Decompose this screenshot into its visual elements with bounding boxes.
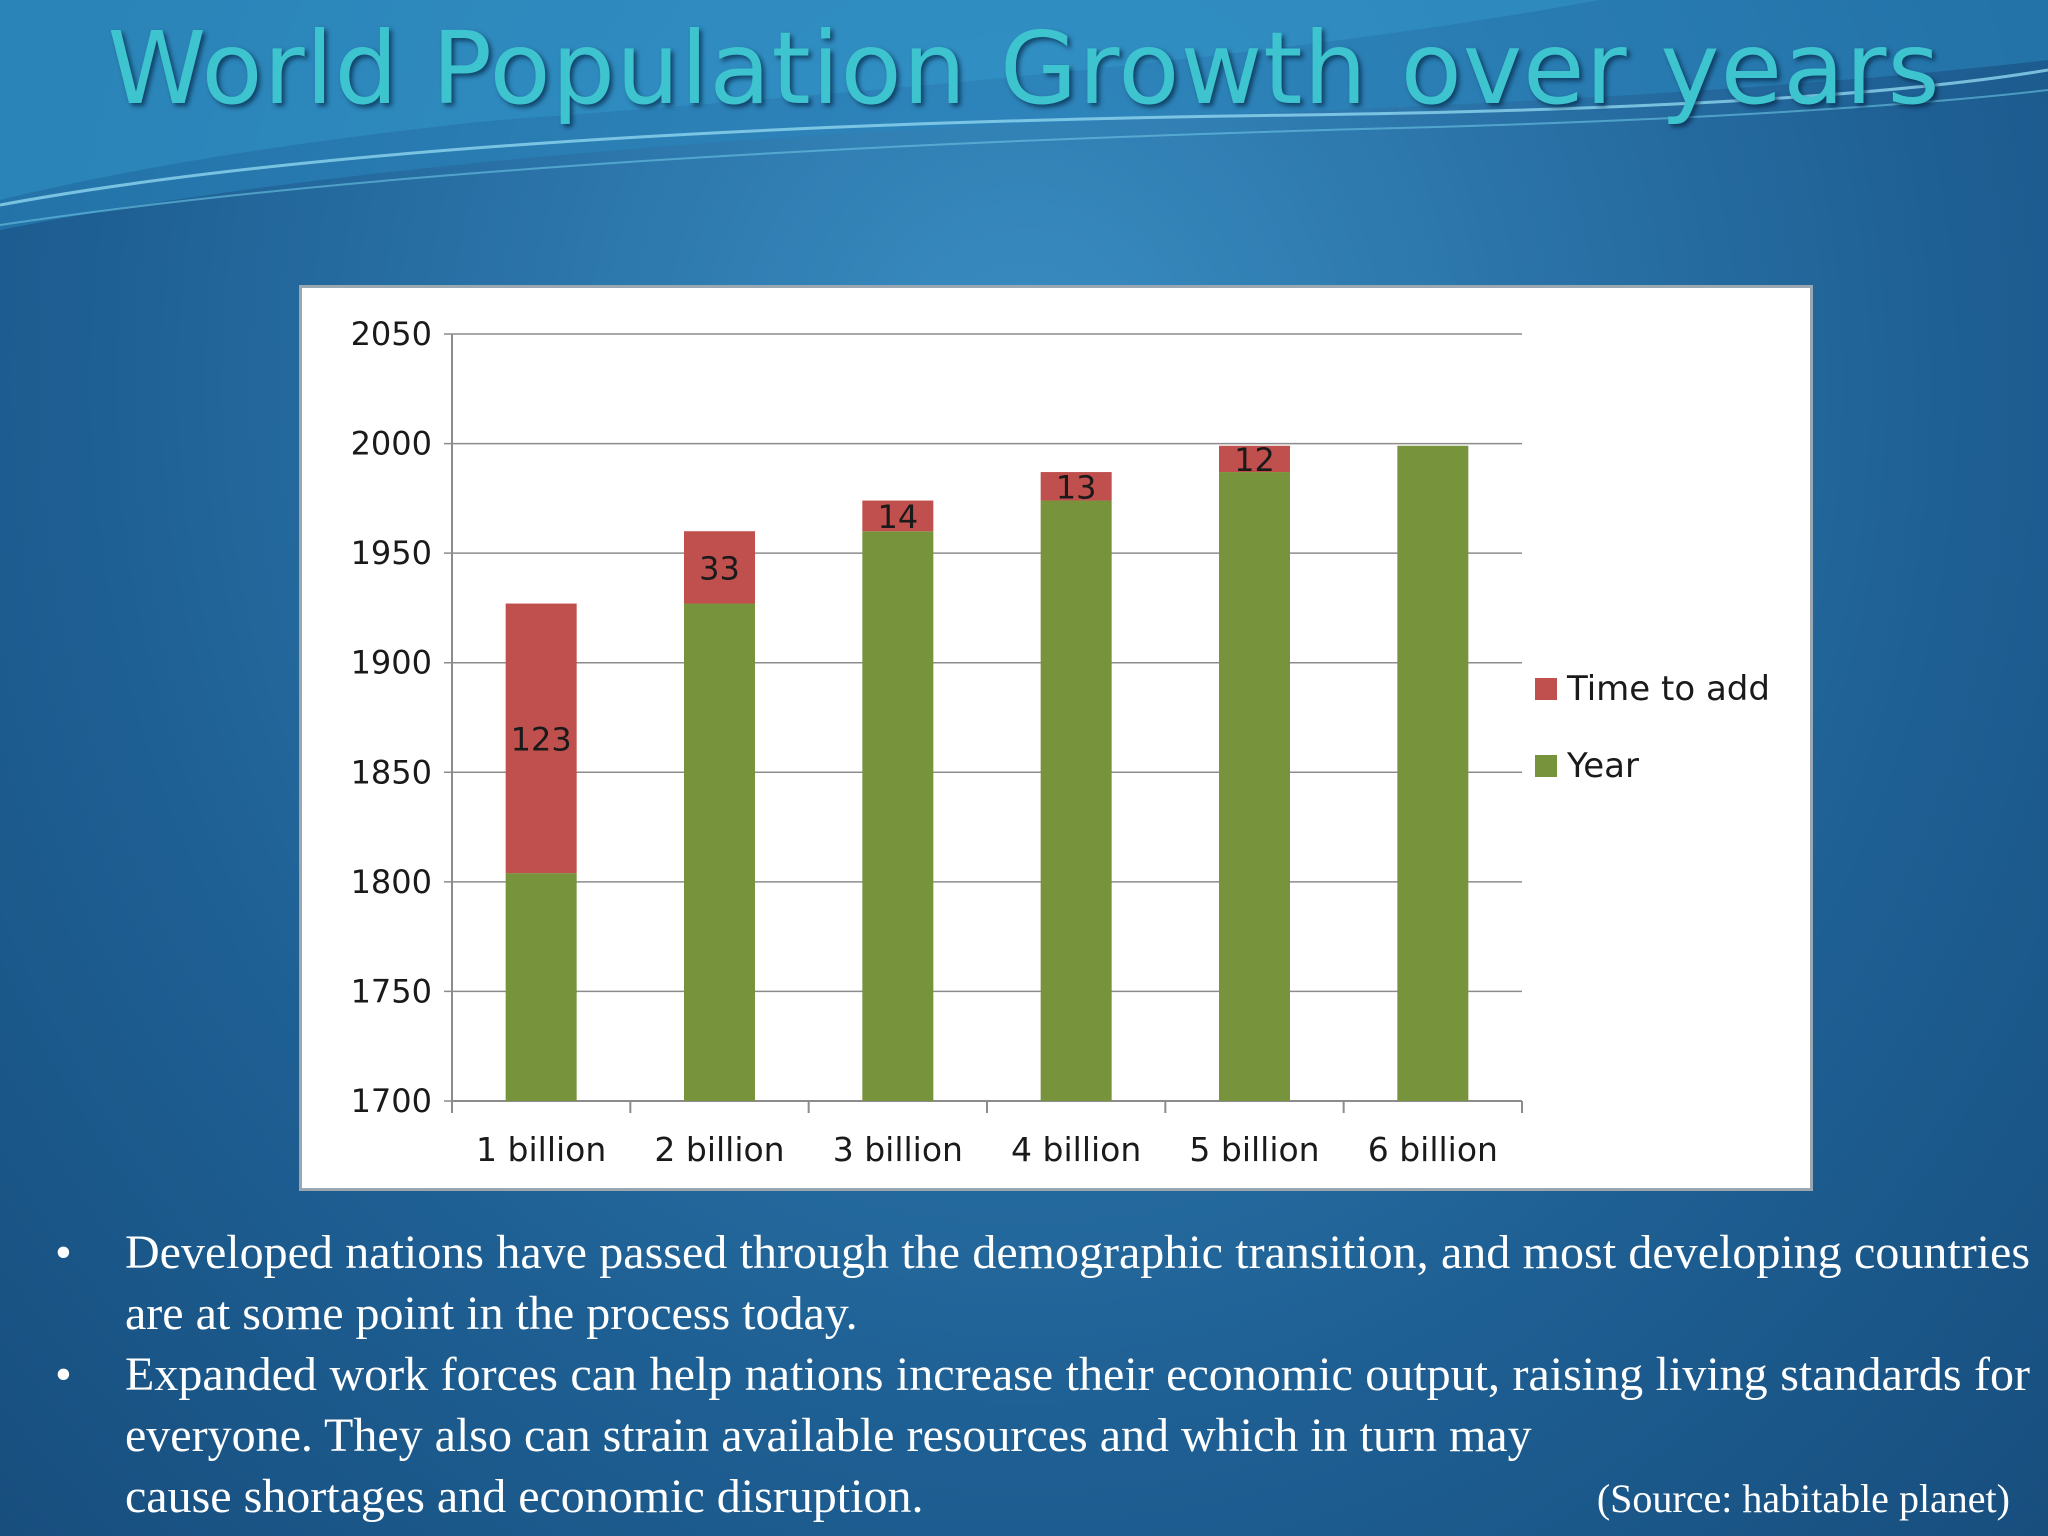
x-tick-label: 6 billion (1368, 1130, 1498, 1169)
y-tick-label: 1850 (351, 753, 432, 791)
bullet-item: • Developed nations have passed through … (55, 1222, 2030, 1344)
bar-time-to-add (1040, 472, 1112, 501)
data-label: 14 (877, 498, 918, 536)
legend-swatch (1535, 755, 1557, 777)
stacked-bar-chart: 1700 1750 1800 1850 1900 1950 2000 2050 123 1 bil… (351, 315, 1770, 1169)
y-tick-label: 2000 (351, 425, 432, 463)
x-tick-label: 5 billion (1189, 1130, 1319, 1169)
bullet-text: Expanded work forces can help nations in… (125, 1348, 2030, 1462)
x-tick-label: 1 billion (476, 1130, 606, 1169)
bar-time-to-add (862, 500, 934, 532)
bar-time-to-add (505, 603, 577, 874)
y-tick-label: 2050 (351, 315, 432, 353)
bullet-list: • Developed nations have passed through … (55, 1222, 2030, 1529)
bar-year (505, 873, 577, 1101)
bar-year (1219, 472, 1290, 1101)
bullet-item: • Expanded work forces can help nations … (55, 1344, 2030, 1529)
bullet-last-line: cause shortages and economic disruption.… (125, 1466, 2030, 1529)
bar-year (684, 603, 755, 1101)
bar-year (1040, 500, 1112, 1101)
legend-label: Year (1566, 746, 1639, 786)
bar-time-to-add (1219, 445, 1290, 473)
x-tick-label: 2 billion (654, 1130, 784, 1169)
y-tick-label: 1950 (351, 534, 432, 572)
y-tick-label: 1900 (351, 644, 432, 682)
bullet-text: Developed nations have passed through th… (125, 1226, 2030, 1340)
legend-swatch (1535, 678, 1557, 700)
slide-title: World Population Growth over years (107, 10, 1941, 127)
legend-label: Time to add (1566, 669, 1770, 709)
bar-year (1397, 445, 1469, 1101)
data-label: 33 (699, 549, 740, 587)
bullet-dot-icon: • (55, 1348, 72, 1401)
bullet-text-end: cause shortages and economic disruption. (125, 1470, 924, 1523)
data-label: 12 (1234, 441, 1275, 479)
x-tick-label: 3 billion (833, 1130, 963, 1169)
data-label: 123 (511, 720, 572, 758)
y-tick-label: 1750 (351, 972, 432, 1010)
chart-panel: 1700 1750 1800 1850 1900 1950 2000 2050 123 1 bil… (299, 285, 1813, 1191)
title-swoosh-decoration (0, 0, 2048, 230)
bar-year (862, 531, 934, 1101)
x-tick-label: 4 billion (1011, 1130, 1141, 1169)
bar-time-to-add (684, 531, 755, 604)
data-label: 13 (1056, 468, 1097, 506)
y-tick-label: 1700 (351, 1082, 432, 1120)
y-tick-label: 1800 (351, 863, 432, 901)
source-note: (Source: habitable planet) (1596, 1476, 2010, 1521)
bullet-dot-icon: • (55, 1226, 72, 1279)
